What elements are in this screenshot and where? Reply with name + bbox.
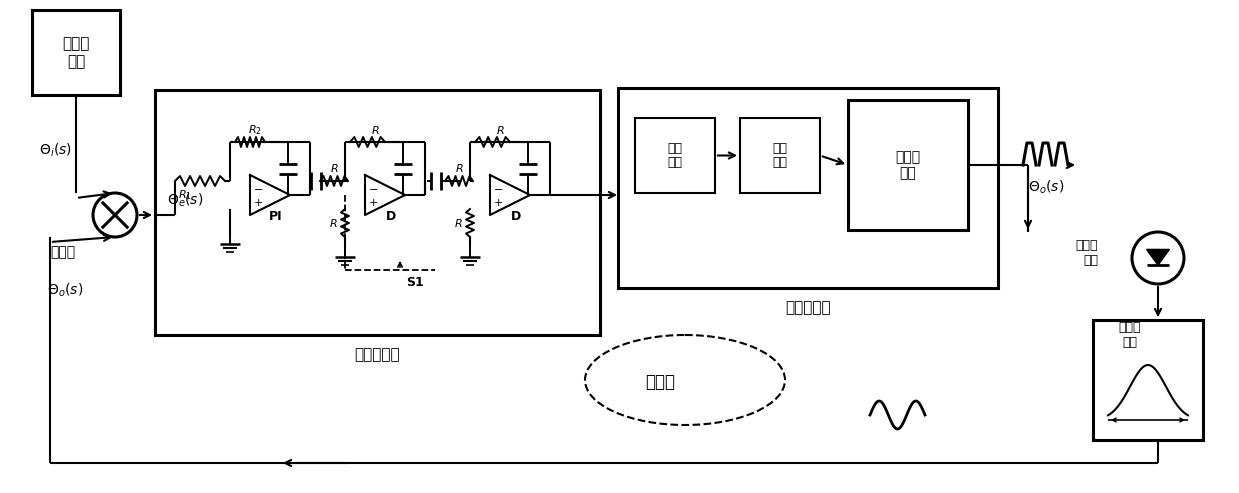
Text: D: D	[510, 211, 522, 223]
Bar	[155, 90, 600, 335]
Text: $\Theta_o(s)$: $\Theta_o(s)$	[1028, 178, 1064, 196]
Text: $\Theta_e(s)$: $\Theta_e(s)$	[167, 191, 203, 209]
Text: 锁相环: 锁相环	[646, 373, 675, 391]
Text: $+$: $+$	[253, 197, 263, 208]
Bar	[618, 88, 997, 288]
Text: 压控振荡器: 压控振荡器	[786, 301, 831, 316]
Text: PI: PI	[269, 211, 282, 223]
Text: $R$: $R$	[328, 217, 337, 229]
Text: 鉴相器: 鉴相器	[50, 245, 76, 259]
Text: $R$: $R$	[496, 124, 504, 136]
Bar	[847, 100, 968, 230]
Text: $R$: $R$	[455, 162, 463, 174]
Text: 高压
驱动: 高压 驱动	[668, 141, 683, 170]
Bar	[1093, 320, 1203, 440]
Text: 带通滤
波器: 带通滤 波器	[1119, 321, 1141, 349]
Text: S1: S1	[406, 276, 424, 288]
Text: $\Theta_o(s)$: $\Theta_o(s)$	[47, 282, 83, 299]
Polygon shape	[1146, 249, 1170, 265]
Text: 环路滤波器: 环路滤波器	[354, 348, 400, 362]
Text: 压电
陶瓷: 压电 陶瓷	[772, 141, 788, 170]
Text: D: D	[385, 211, 396, 223]
Text: $R$: $R$	[330, 162, 338, 174]
Bar	[740, 118, 820, 193]
Text: $+$: $+$	[368, 197, 378, 208]
Text: 光电探
测器: 光电探 测器	[1075, 239, 1098, 267]
Text: $-$: $-$	[253, 183, 263, 193]
Text: $R_2$: $R_2$	[248, 123, 261, 137]
Text: 频率信
号源: 频率信 号源	[62, 36, 89, 69]
Text: $-$: $-$	[368, 183, 378, 193]
Text: $-$: $-$	[493, 183, 503, 193]
Text: $R_1$: $R_1$	[178, 188, 192, 202]
Text: $\Theta_i(s)$: $\Theta_i(s)$	[38, 141, 72, 159]
Bar	[636, 118, 715, 193]
Text: $R$: $R$	[370, 124, 379, 136]
Bar	[32, 10, 120, 95]
Text: 锁模激
光器: 锁模激 光器	[896, 150, 921, 180]
Text: $R$: $R$	[453, 217, 462, 229]
Text: $+$: $+$	[493, 197, 503, 208]
